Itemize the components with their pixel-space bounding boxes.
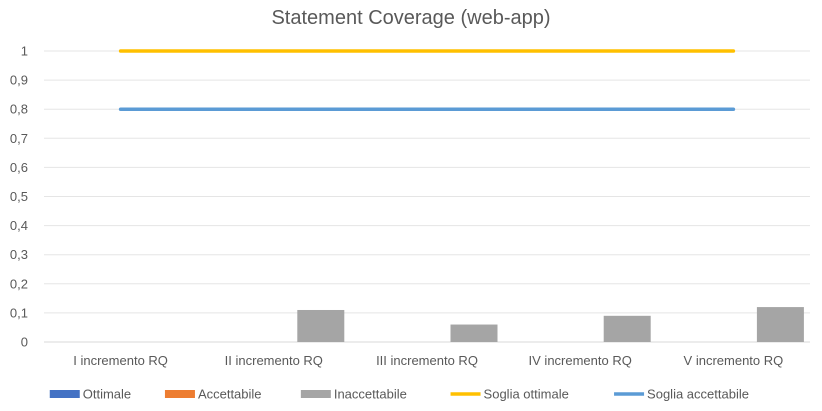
x-category-label: I incremento RQ [73, 353, 168, 368]
legend-label-soglia-ottimale: Soglia ottimale [484, 387, 569, 402]
y-tick-label: 1 [21, 44, 28, 59]
legend-swatch-inaccettabile [300, 390, 331, 398]
y-tick-label: 0,7 [10, 131, 28, 146]
x-category-label: III incremento RQ [376, 353, 478, 368]
y-tick-label: 0,6 [10, 160, 28, 175]
bar-inaccettabile [297, 309, 345, 342]
x-category-label: V incremento RQ [684, 353, 784, 368]
bar-inaccettabile [756, 307, 804, 342]
y-tick-label: 0,9 [10, 73, 28, 88]
y-tick-label: 0 [21, 335, 28, 350]
x-category-label: II incremento RQ [225, 353, 323, 368]
legend: Ottimale Accettabile Inaccettabile Soglia o… [49, 387, 749, 402]
legend-label-inaccettabile: Inaccettabile [334, 387, 407, 402]
y-axis-ticks: 0 0,1 0,2 0,3 0,4 0,5 0,6 0,7 0,8 0,9 1 [10, 44, 28, 350]
bar-inaccettabile [603, 315, 651, 342]
y-tick-label: 0,1 [10, 305, 28, 320]
bar-inaccettabile [450, 324, 498, 342]
x-axis-categories: I incremento RQ II incremento RQ III incre… [73, 353, 783, 368]
chart-title: Statement Coverage (web-app) [271, 7, 550, 29]
grid-lines [44, 50, 810, 343]
legend-label-accettabile: Accettabile [198, 387, 262, 402]
legend-swatch-ottimale [49, 390, 80, 398]
y-tick-label: 0,3 [10, 247, 28, 262]
legend-label-soglia-accettabile: Soglia accettabile [647, 387, 749, 402]
threshold-lines [118, 49, 736, 111]
y-tick-label: 0,8 [10, 102, 28, 117]
legend-label-ottimale: Ottimale [83, 387, 131, 402]
x-category-label: IV incremento RQ [529, 353, 632, 368]
y-tick-label: 0,2 [10, 276, 28, 291]
bars [297, 307, 804, 342]
y-tick-label: 0,4 [10, 218, 28, 233]
legend-swatch-accettabile [164, 390, 195, 398]
y-tick-label: 0,5 [10, 189, 28, 204]
